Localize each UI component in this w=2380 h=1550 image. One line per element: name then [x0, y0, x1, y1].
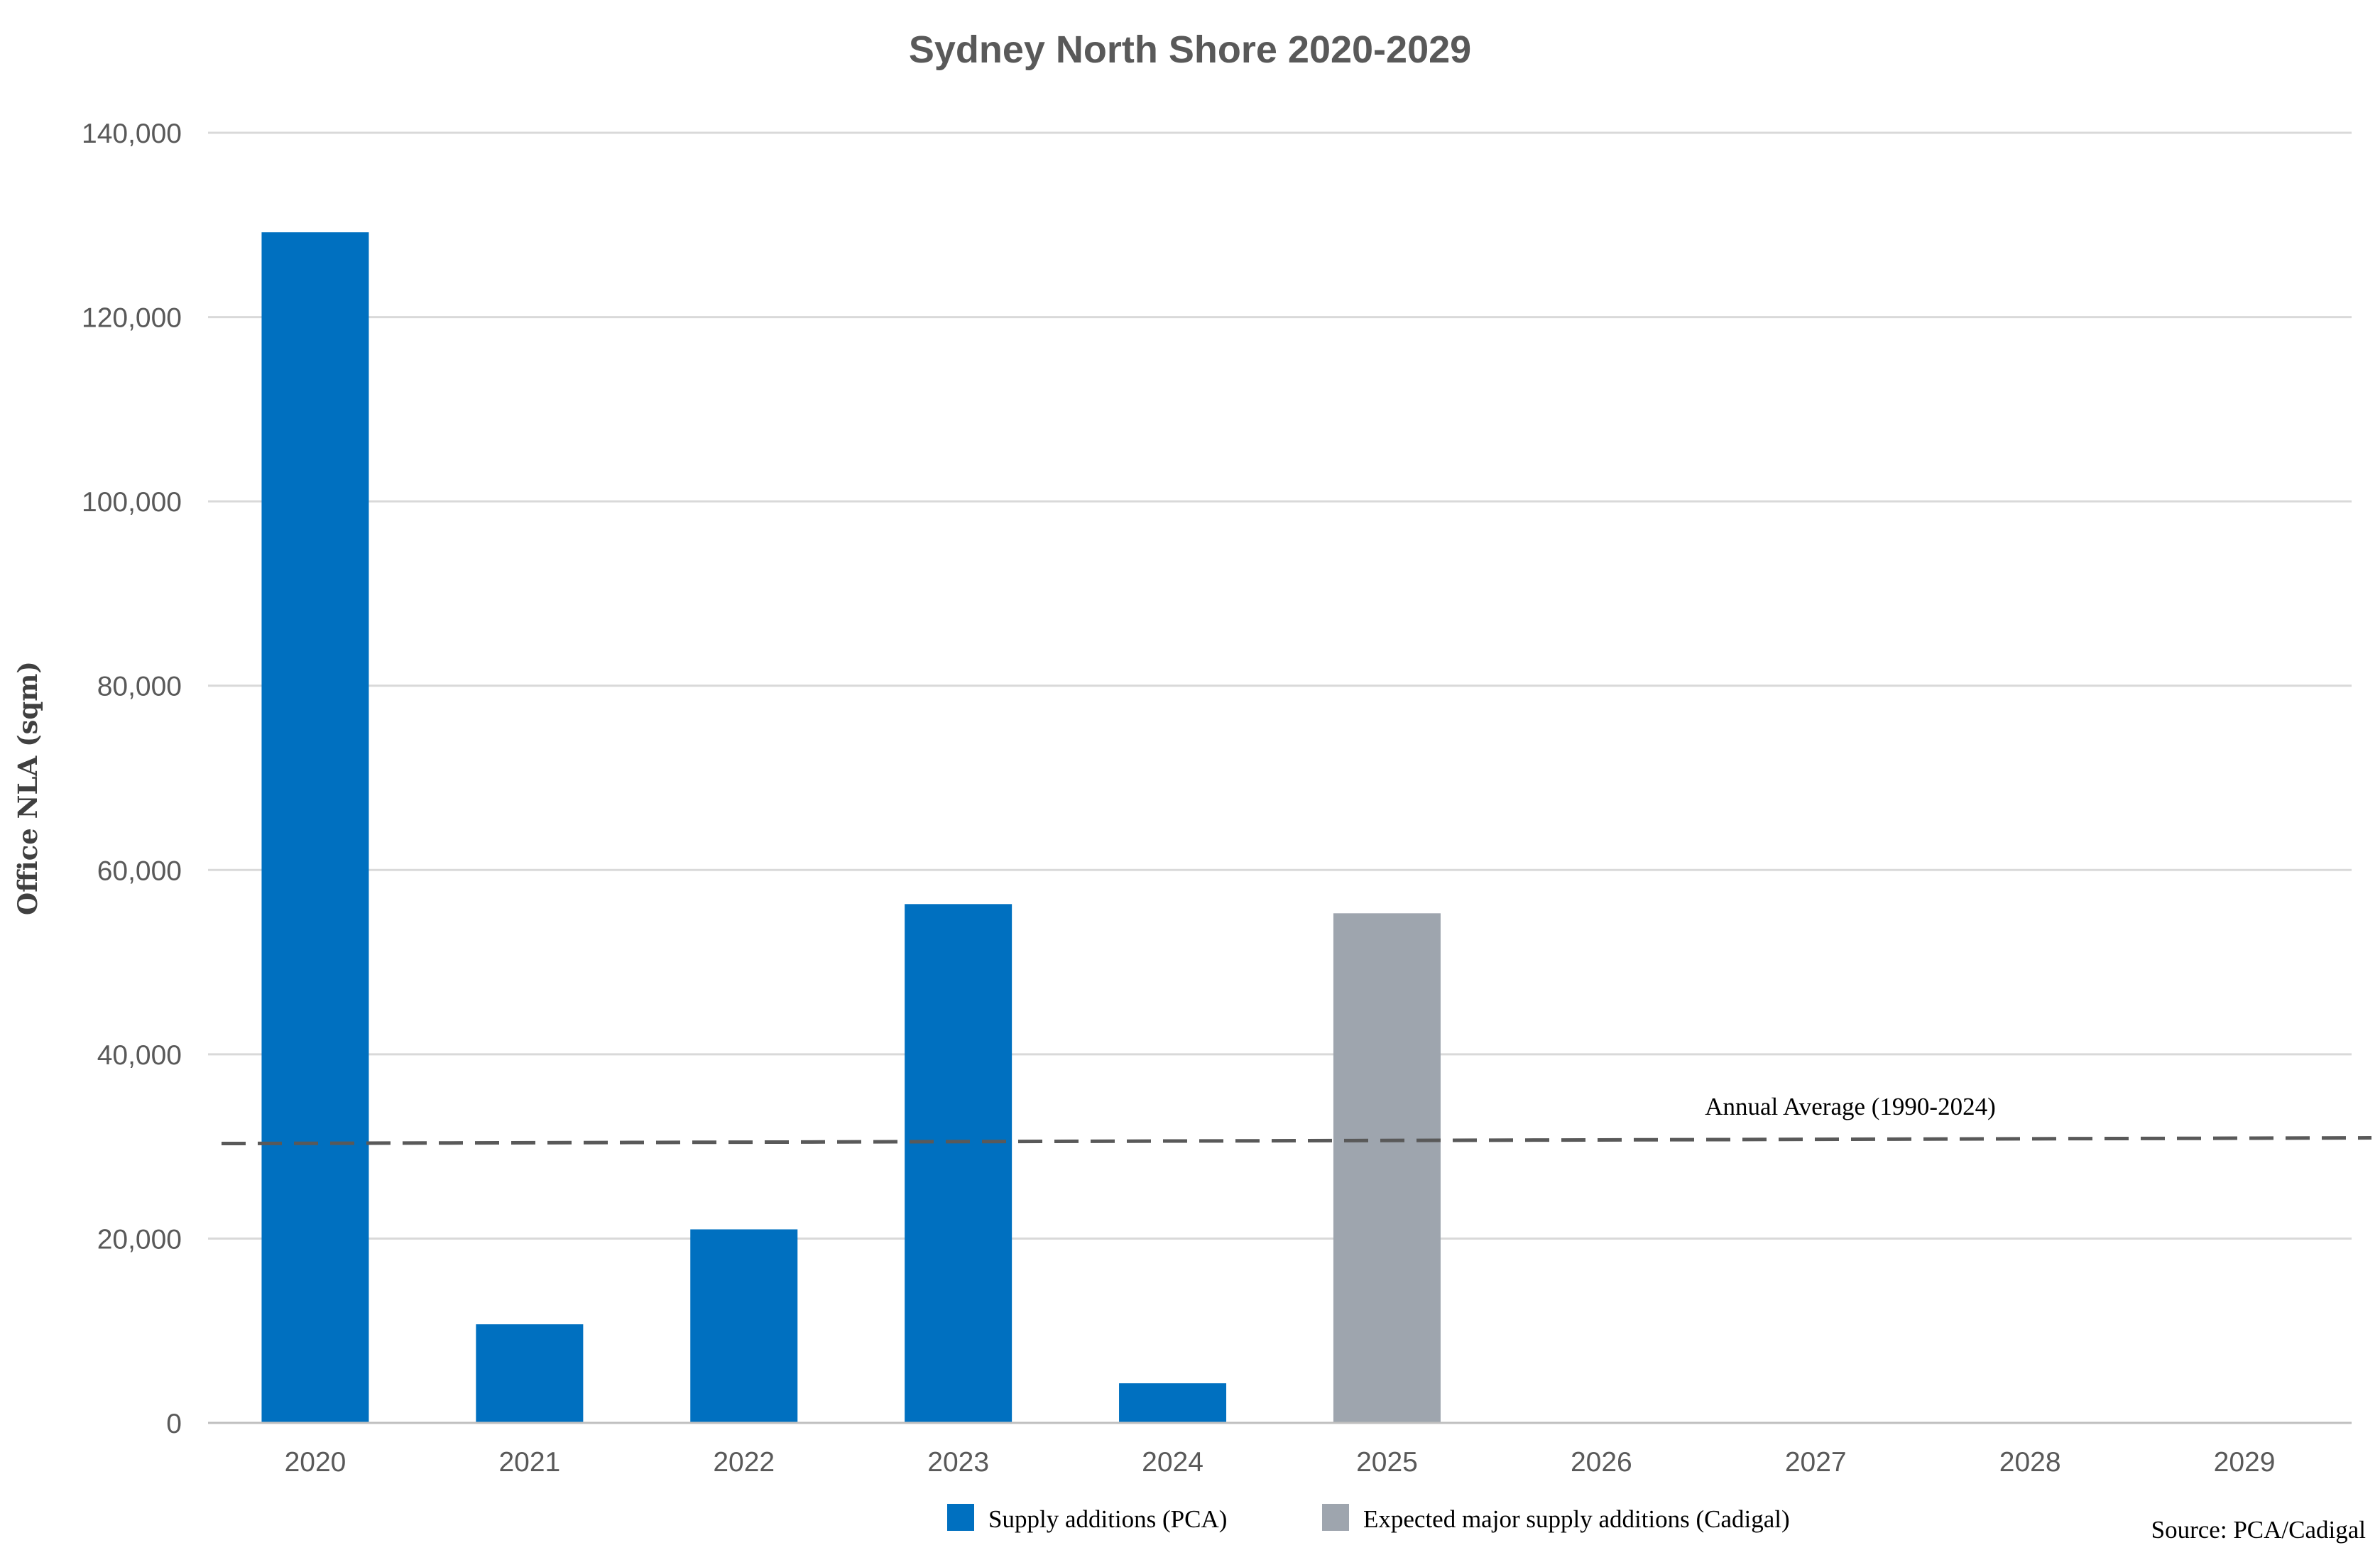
bar-2023 — [905, 904, 1012, 1423]
legend-swatch-expected-supply-additions — [1322, 1504, 1349, 1531]
y-axis-label: Office NLA (sqm) — [12, 661, 43, 915]
x-tick-label: 2028 — [1999, 1447, 2061, 1478]
x-tick-label: 2029 — [2214, 1447, 2276, 1478]
x-tick-label: 2026 — [1571, 1447, 1632, 1478]
legend: Supply additions (PCA) Expected major su… — [947, 1504, 1790, 1533]
legend-label-expected-supply-additions: Expected major supply additions (Cadigal… — [1363, 1505, 1790, 1533]
bar-2022 — [690, 1229, 798, 1423]
x-tick-label: 2025 — [1356, 1447, 1418, 1478]
y-tick-label: 60,000 — [97, 856, 182, 886]
y-axis-ticks: 0 20,000 40,000 60,000 80,000 100,000 120,000 1… — [82, 119, 182, 1439]
y-tick-label: 140,000 — [82, 119, 182, 149]
bar-2024 — [1119, 1383, 1227, 1423]
source-note: Source: PCA/Cadigal — [2151, 1516, 2367, 1544]
y-tick-label: 20,000 — [97, 1224, 182, 1255]
gridlines — [208, 131, 2352, 1240]
x-tick-label: 2022 — [713, 1447, 775, 1478]
y-tick-label: 0 — [166, 1409, 182, 1439]
y-tick-label: 40,000 — [97, 1040, 182, 1071]
bar-2020 — [261, 232, 369, 1423]
x-tick-label: 2020 — [285, 1447, 346, 1478]
x-tick-label: 2024 — [1142, 1447, 1203, 1478]
bar-2021 — [476, 1324, 584, 1423]
y-tick-label: 120,000 — [82, 303, 182, 334]
annual-average-label: Annual Average (1990-2024) — [1705, 1093, 1996, 1120]
x-axis-ticks: 2020 2021 2022 2023 2024 2025 2026 2027 2028 2029 — [285, 1447, 2276, 1478]
x-tick-label: 2023 — [927, 1447, 989, 1478]
x-tick-label: 2021 — [498, 1447, 560, 1478]
y-tick-label: 100,000 — [82, 487, 182, 518]
x-tick-label: 2027 — [1785, 1447, 1847, 1478]
legend-swatch-supply-additions — [947, 1504, 974, 1531]
bar-2025 — [1333, 913, 1441, 1423]
y-tick-label: 80,000 — [97, 672, 182, 702]
bars — [261, 232, 1441, 1423]
annual-average-line — [221, 1136, 2372, 1146]
chart-title: Sydney North Shore 2020-2029 — [909, 28, 1471, 71]
legend-label-supply-additions: Supply additions (PCA) — [988, 1505, 1227, 1533]
